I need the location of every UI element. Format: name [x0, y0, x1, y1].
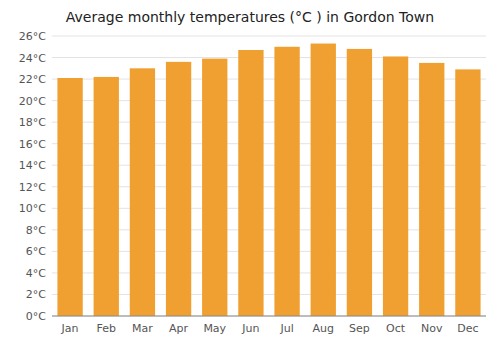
chart: 0°C 2°C 4°C 6°C 8°C 10°C 12°C 14°C 16°C 18°C 20°C 2…: [0, 0, 500, 350]
y-tick-label: 18°C: [19, 116, 46, 129]
y-tick-label: 0°C: [26, 310, 46, 323]
bar: [383, 56, 408, 316]
bars: [57, 44, 480, 316]
grid-line: [52, 316, 486, 317]
y-tick-label: 2°C: [26, 288, 46, 301]
grid-line: [52, 36, 486, 37]
bar: [311, 44, 336, 316]
bar: [130, 68, 155, 316]
x-axis-line: [52, 316, 486, 317]
x-tick-label: Nov: [421, 322, 443, 335]
x-ticks: Jan Feb Mar Apr May Jun Jul Aug Sep Oct Nov Dec: [61, 322, 479, 335]
bar: [238, 50, 263, 316]
y-tick-label: 20°C: [19, 95, 46, 108]
x-tick-label: Sep: [349, 322, 370, 335]
bar: [57, 78, 82, 316]
x-tick-label: May: [203, 322, 226, 335]
grid-line: [52, 57, 486, 58]
y-tick-label: 10°C: [19, 202, 46, 215]
y-tick-label: 22°C: [19, 73, 46, 86]
y-tick-label: 16°C: [19, 138, 46, 151]
x-tick-label: Jul: [279, 322, 293, 335]
bar: [455, 69, 480, 316]
bar: [202, 59, 227, 316]
bar: [274, 47, 299, 316]
y-tick-label: 6°C: [26, 245, 46, 258]
x-tick-label: Jan: [61, 322, 79, 335]
bar: [94, 77, 119, 316]
y-tick-label: 8°C: [26, 224, 46, 237]
title: Average monthly temperatures (°C ) in Go…: [66, 9, 434, 25]
x-tick-label: Apr: [169, 322, 189, 335]
bar: [419, 63, 444, 316]
grid: [52, 36, 486, 316]
x-tick-label: Oct: [386, 322, 406, 335]
x-tick-label: Jun: [241, 322, 259, 335]
x-tick-label: Mar: [132, 322, 153, 335]
x-tick-label: Feb: [97, 322, 116, 335]
y-tick-label: 24°C: [19, 52, 46, 65]
y-tick-label: 14°C: [19, 159, 46, 172]
bar: [166, 62, 191, 316]
y-tick-label: 26°C: [19, 30, 46, 43]
x-tick-label: Aug: [313, 322, 334, 335]
x-tick-label: Dec: [457, 322, 478, 335]
y-tick-label: 4°C: [26, 267, 46, 280]
y-tick-label: 12°C: [19, 181, 46, 194]
bar: [347, 49, 372, 316]
y-ticks: 0°C 2°C 4°C 6°C 8°C 10°C 12°C 14°C 16°C 18°C 20°C 2…: [19, 30, 46, 323]
